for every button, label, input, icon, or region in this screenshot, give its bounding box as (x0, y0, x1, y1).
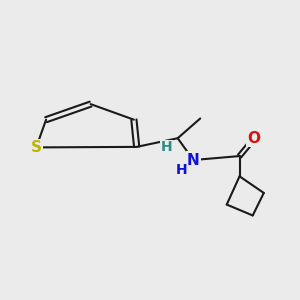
Text: H: H (176, 163, 188, 177)
Text: S: S (31, 140, 42, 155)
Text: H: H (160, 140, 172, 154)
Text: O: O (248, 131, 260, 146)
Text: N: N (187, 152, 200, 167)
